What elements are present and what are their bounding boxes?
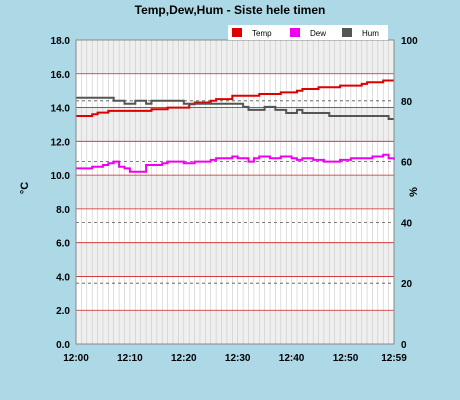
series-lines xyxy=(76,79,395,173)
y-tick-label: 8.0 xyxy=(56,205,70,216)
y2-axis-label: % xyxy=(408,187,420,197)
chart-title: Temp,Dew,Hum - Siste hele timen xyxy=(135,3,326,17)
y-tick-label: 2.0 xyxy=(56,306,70,317)
x-tick-label: 12:30 xyxy=(225,353,251,364)
x-tick-label: 12:40 xyxy=(279,353,305,364)
legend-swatch-hum xyxy=(342,28,352,37)
y-tick-label: 18.0 xyxy=(51,36,71,47)
x-tick-label: 12:59 xyxy=(381,353,407,364)
plot-band xyxy=(76,40,394,74)
plot-band xyxy=(76,242,394,277)
y-tick-label: 6.0 xyxy=(56,239,70,250)
legend-label-temp: Temp xyxy=(252,29,272,38)
x-tick-label: 12:00 xyxy=(63,353,89,364)
y2-tick-label: 80 xyxy=(401,97,413,108)
left-axis-ticks: 0.0 2.0 4.0 6.0 8.0 10.0 12.0 14.0 16.0 18.0 xyxy=(51,36,71,351)
series-line-temp xyxy=(76,79,394,117)
x-tick-label: 12:10 xyxy=(117,353,143,364)
y2-tick-label: 20 xyxy=(401,279,413,290)
y2-tick-label: 60 xyxy=(401,158,413,169)
plot-band xyxy=(76,175,394,209)
y-tick-label: 12.0 xyxy=(51,137,71,148)
y-tick-label: 4.0 xyxy=(56,272,70,283)
series-line-dew xyxy=(76,153,395,173)
legend-label-hum: Hum xyxy=(362,29,379,38)
y-tick-label: 0.0 xyxy=(56,340,70,351)
y2-tick-label: 0 xyxy=(401,340,407,351)
y2-tick-label: 100 xyxy=(401,36,418,47)
y-axis-label: °C xyxy=(19,182,31,194)
legend-label-dew: Dew xyxy=(310,29,326,38)
y-tick-label: 10.0 xyxy=(51,171,71,182)
series-line-hum xyxy=(76,96,394,120)
y2-tick-label: 40 xyxy=(401,218,413,229)
x-axis-ticks: 12:00 12:10 12:20 12:30 12:40 12:50 12:59 xyxy=(63,353,407,364)
legend-swatch-dew xyxy=(290,28,300,37)
x-tick-label: 12:50 xyxy=(333,353,359,364)
legend-swatch-temp xyxy=(232,28,242,37)
legend: Temp Dew Hum xyxy=(228,25,388,40)
x-tick-label: 12:20 xyxy=(171,353,197,364)
plot-band xyxy=(76,107,394,142)
plot-band xyxy=(76,310,394,344)
plot-bands xyxy=(76,40,394,344)
right-axis-ticks: 0 20 40 60 80 100 xyxy=(401,36,418,351)
y-tick-label: 14.0 xyxy=(51,104,71,115)
y-tick-label: 16.0 xyxy=(51,70,71,81)
